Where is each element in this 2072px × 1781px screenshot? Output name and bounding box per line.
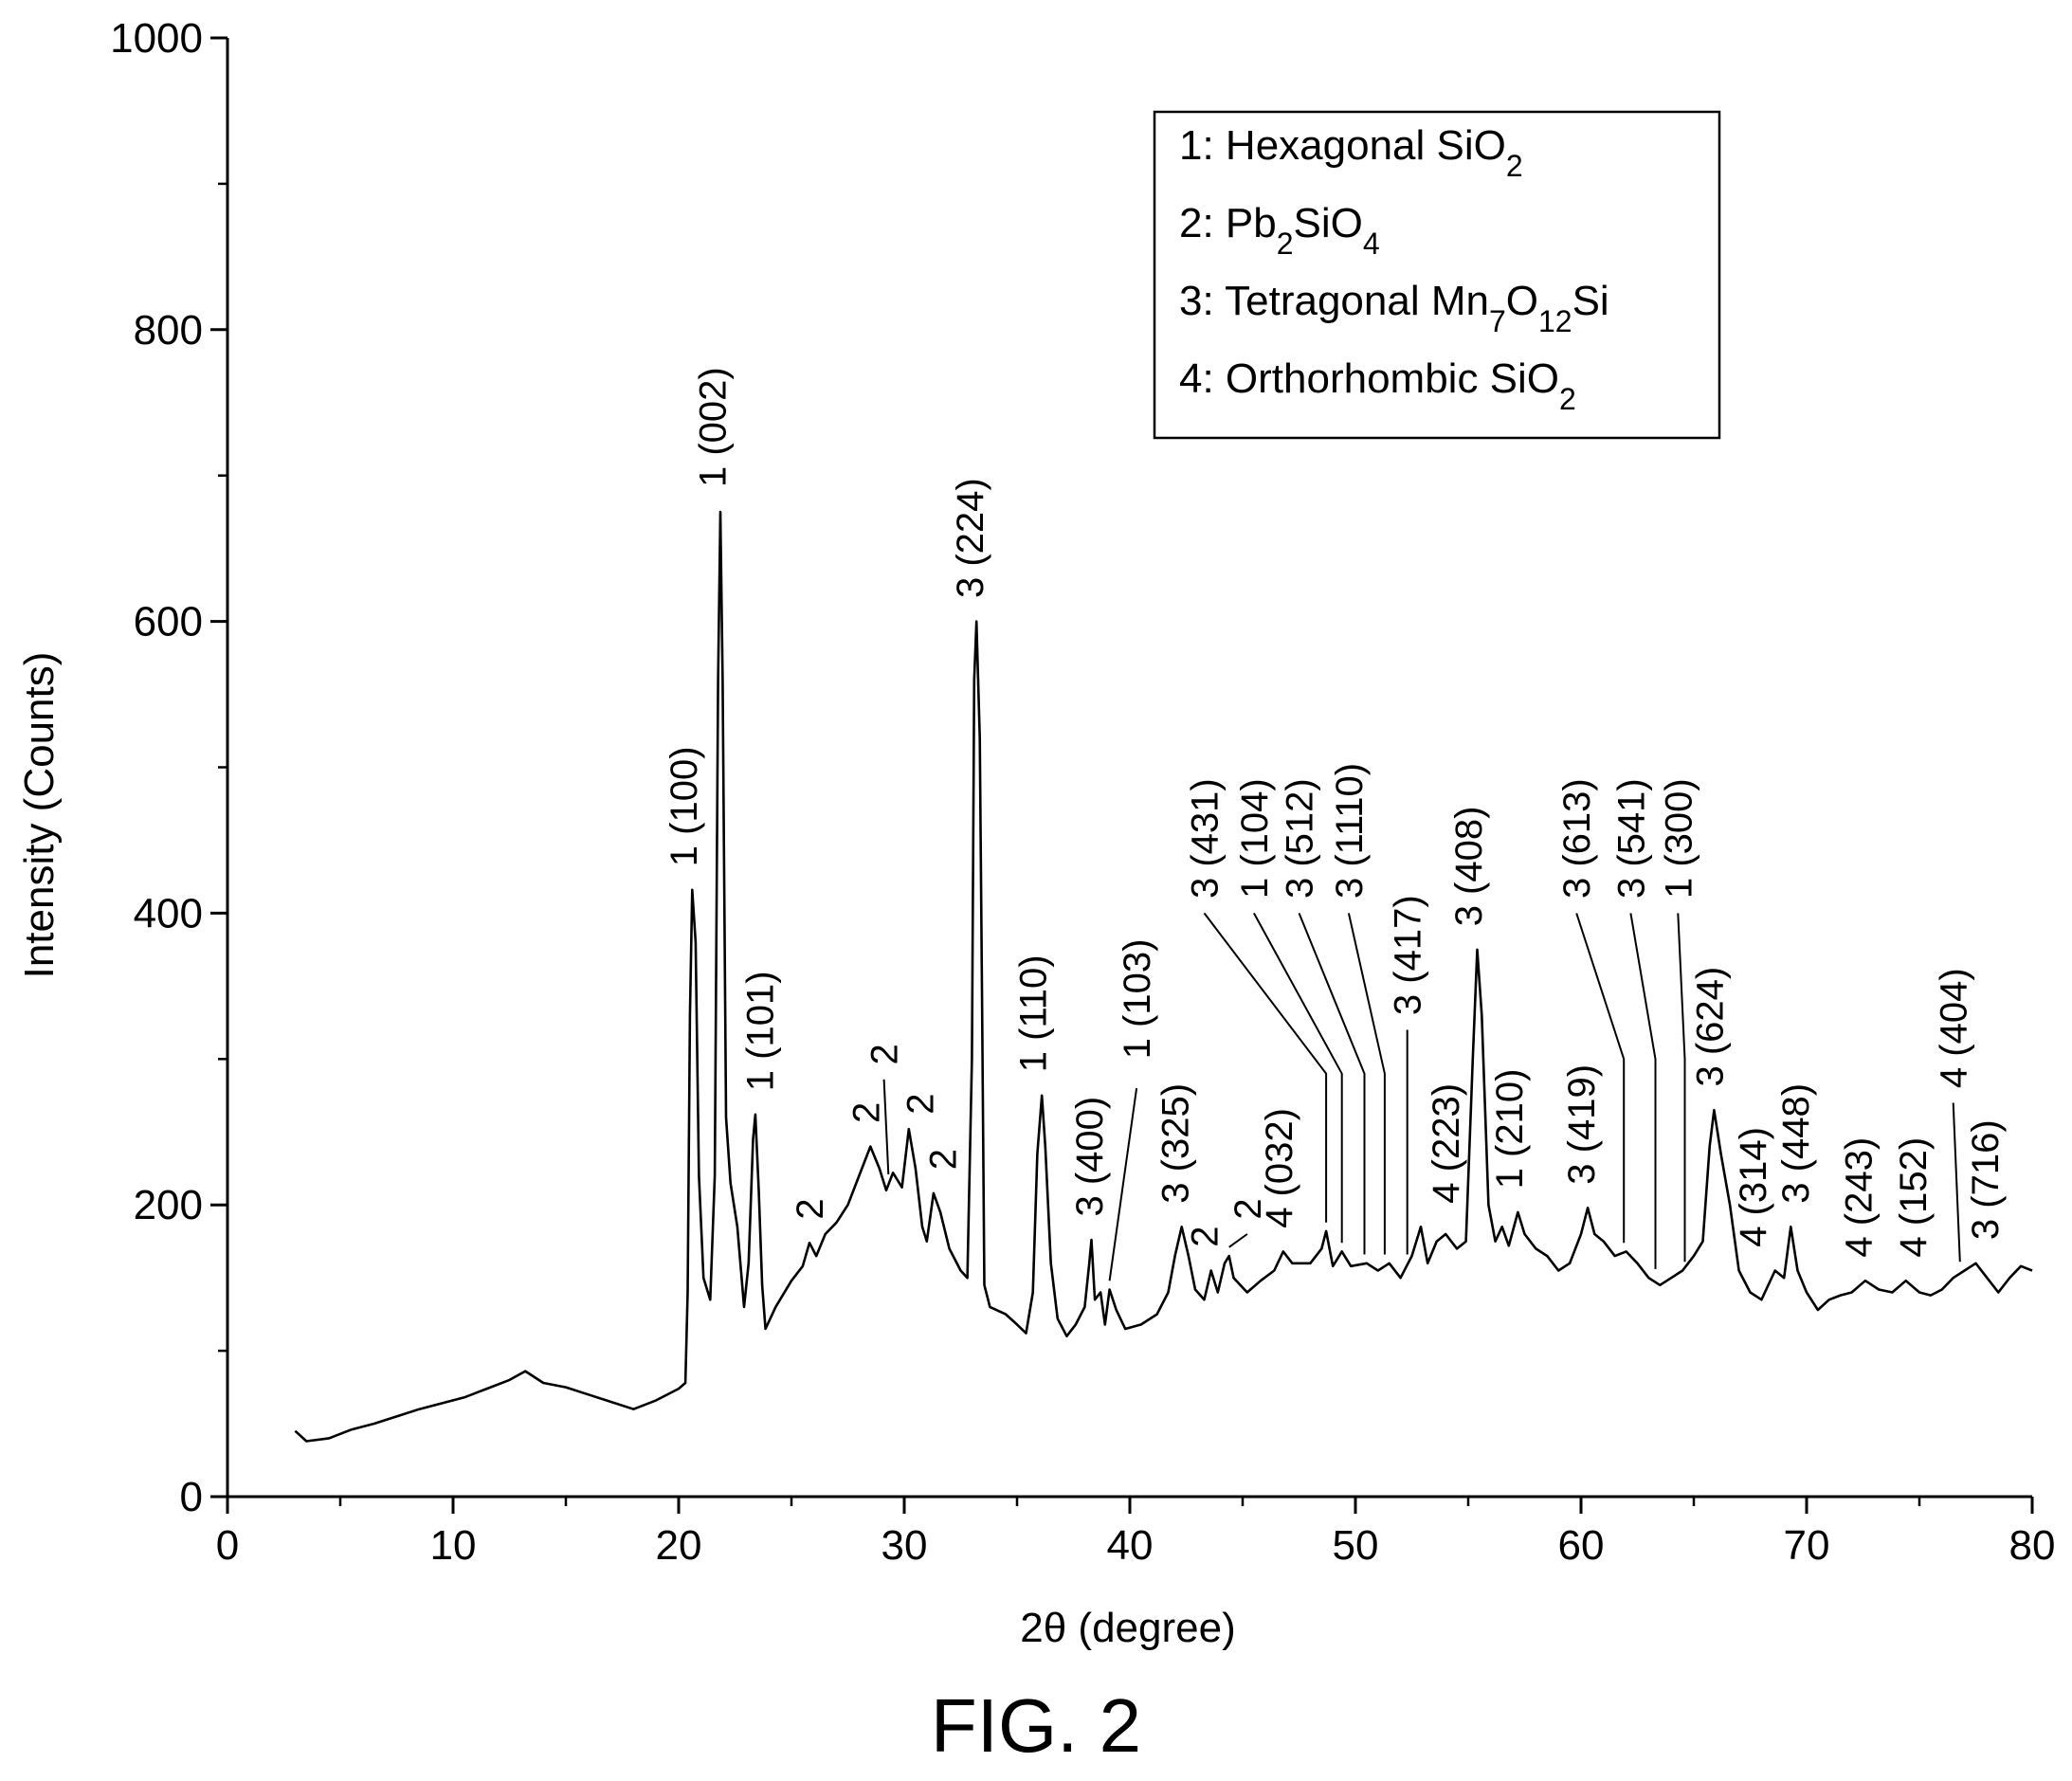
peak-label: 3 (325)	[1155, 1083, 1197, 1204]
peak-label: 2	[900, 1094, 942, 1115]
x-tick-label: 80	[2009, 1522, 2056, 1569]
x-tick-label: 60	[1558, 1522, 1605, 1569]
y-tick-label: 1000	[110, 15, 203, 62]
peak-label: 4 (032)	[1259, 1108, 1300, 1228]
peak-label: 4 (243)	[1839, 1137, 1881, 1258]
y-axis-label: Intensity (Counts)	[16, 652, 63, 979]
peak-leader-lines	[882, 912, 1961, 1281]
peak-label: 3 (613)	[1556, 778, 1598, 899]
peak-label: 1 (100)	[663, 746, 705, 866]
peak-label: 3 (541)	[1610, 778, 1652, 899]
peak-leader-line	[882, 1079, 890, 1174]
y-tick-label: 200	[134, 1182, 203, 1228]
peak-label: 3 (408)	[1448, 807, 1490, 927]
peak-leader-line	[1347, 913, 1386, 1255]
x-tick-label: 30	[882, 1522, 928, 1569]
peak-leader-line	[1203, 912, 1328, 1223]
peak-leader-line	[1952, 1102, 1961, 1263]
peak-label: 1 (104)	[1234, 778, 1276, 899]
peak-label: 2	[1185, 1227, 1227, 1247]
peak-label: 4 (223)	[1426, 1083, 1467, 1204]
figure-caption: FIG. 2	[931, 1683, 1141, 1768]
y-tick-label: 400	[134, 890, 203, 936]
peak-leader-line	[1575, 913, 1626, 1244]
legend-entry: 1: Hexagonal SiO2	[1179, 122, 1523, 183]
legend-entry: 3: Tetragonal Mn7O12Si	[1179, 278, 1609, 338]
peak-label: 4 (314)	[1733, 1127, 1774, 1247]
peak-label: 3 (400)	[1069, 1097, 1111, 1217]
legend-entry: 2: Pb2SiO4	[1179, 200, 1380, 261]
x-tick-label: 70	[1784, 1522, 1830, 1569]
x-tick-label: 40	[1107, 1522, 1154, 1569]
legend-entry: 4: Orthorhombic SiO2	[1179, 355, 1576, 416]
intensity-series-line	[294, 510, 2033, 1443]
peak-label: 1 (110)	[1013, 954, 1055, 1072]
peak-label: 4 (152)	[1893, 1137, 1935, 1258]
x-tick-label: 0	[216, 1522, 239, 1569]
peak-label: 3 (1110)	[1329, 763, 1371, 899]
peak-leader-line	[1629, 913, 1657, 1269]
legend-box	[1153, 110, 1721, 440]
peak-label: 1 (300)	[1658, 778, 1699, 899]
peak-label: 3 (448)	[1775, 1083, 1817, 1204]
peak-label: 4 (404)	[1934, 968, 1975, 1088]
x-tick-label: 20	[656, 1522, 702, 1569]
peak-label: 3 (512)	[1280, 778, 1321, 899]
peak-label: 2	[923, 1149, 965, 1170]
y-tick-label: 0	[180, 1474, 203, 1520]
peak-leader-line	[1677, 913, 1686, 1263]
peak-label: 2	[1227, 1198, 1269, 1219]
peak-label: 2	[790, 1198, 831, 1219]
peak-leader-line	[1228, 1233, 1248, 1248]
x-axis-label: 2θ (degree)	[1020, 1605, 1235, 1651]
peak-label: 2	[846, 1102, 888, 1123]
legend: 1: Hexagonal SiO2 2: Pb2SiO4 3: Tetragonal…	[1153, 110, 1721, 440]
y-tick-label: 600	[134, 599, 203, 645]
peak-label: 3 (224)	[950, 478, 991, 598]
peak-label: 1 (210)	[1489, 1069, 1531, 1190]
y-tick-label: 800	[134, 307, 203, 354]
peak-label: 3 (419)	[1561, 1064, 1603, 1185]
peak-leader-line	[1108, 1087, 1138, 1281]
peak-leader-line	[1253, 912, 1343, 1244]
peak-label: 3 (624)	[1690, 967, 1732, 1087]
peak-label: 3 (431)	[1185, 778, 1227, 899]
peak-label: 2	[864, 1044, 906, 1064]
peak-label: 1 (103)	[1117, 939, 1158, 1060]
peak-label: 3 (417)	[1388, 895, 1429, 1015]
x-tick-label: 50	[1333, 1522, 1379, 1569]
peak-leader-line	[1298, 913, 1366, 1255]
peak-label: 3 (716)	[1965, 1119, 2007, 1240]
peak-label: 1 (101)	[740, 971, 782, 1091]
axes	[226, 38, 2032, 1499]
x-tick-label: 10	[430, 1522, 477, 1569]
peak-label: 1 (002)	[693, 367, 735, 487]
